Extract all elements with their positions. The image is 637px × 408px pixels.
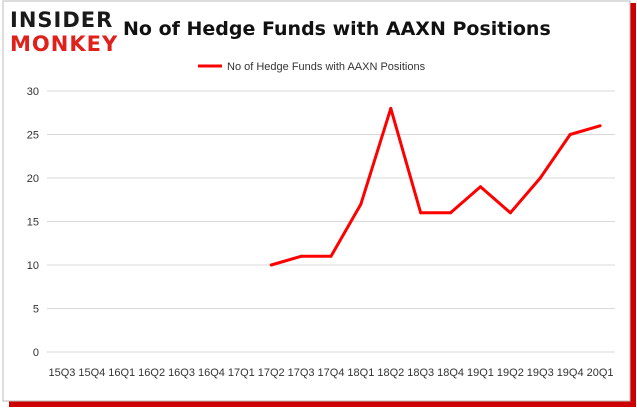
- x-tick-label: 18Q2: [377, 367, 404, 379]
- x-tick-label: 19Q4: [557, 367, 584, 379]
- x-tick-label: 19Q3: [527, 367, 554, 379]
- logo-line-1: INSIDER: [10, 8, 113, 32]
- data-point: [478, 185, 482, 189]
- x-tick-label: 17Q1: [228, 367, 255, 379]
- data-point: [568, 133, 572, 136]
- y-tick-label: 30: [27, 86, 39, 98]
- x-tick-label: 18Q1: [347, 367, 374, 379]
- logo-line-2: MONKEY: [10, 32, 118, 56]
- data-point: [508, 211, 512, 215]
- x-tick-label: 16Q1: [108, 367, 135, 379]
- legend: No of Hedge Funds with AAXN Positions: [198, 61, 426, 73]
- x-tick-label: 16Q2: [138, 367, 165, 379]
- grid: [47, 90, 615, 353]
- y-tick-label: 5: [33, 304, 39, 316]
- series-line: [270, 106, 601, 267]
- x-tick-label: 16Q4: [198, 367, 225, 379]
- data-point: [389, 106, 393, 110]
- legend-label: No of Hedge Funds with AAXN Positions: [227, 61, 426, 73]
- x-tick-label: 16Q3: [168, 367, 195, 379]
- y-tick-label: 10: [27, 260, 39, 272]
- y-axis: 0 5 10 15 20 25 30: [27, 86, 39, 359]
- data-point: [299, 254, 303, 258]
- data-point: [329, 254, 333, 258]
- x-tick-label: 18Q4: [437, 367, 464, 379]
- data-point: [269, 263, 273, 267]
- y-tick-label: 15: [27, 217, 39, 229]
- x-tick-label: 19Q1: [467, 367, 494, 379]
- x-tick-label: 19Q2: [497, 367, 524, 379]
- y-tick-label: 0: [33, 347, 39, 359]
- x-tick-label: 17Q4: [318, 367, 345, 379]
- data-point: [538, 176, 542, 180]
- data-point: [449, 211, 453, 215]
- y-tick-label: 25: [27, 130, 39, 142]
- x-tick-label: 17Q3: [288, 367, 315, 379]
- x-tick-label: 15Q3: [48, 367, 75, 379]
- x-tick-label: 20Q1: [587, 367, 614, 379]
- y-tick-label: 20: [27, 173, 39, 185]
- chart-title: No of Hedge Funds with AAXN Positions: [123, 18, 551, 40]
- x-tick-label: 18Q3: [407, 367, 434, 379]
- data-point: [419, 211, 423, 215]
- x-tick-label: 15Q4: [78, 367, 105, 379]
- x-tick-label: 17Q2: [258, 367, 285, 379]
- insider-monkey-logo: INSIDER MONKEY: [10, 8, 118, 56]
- data-point: [598, 124, 602, 128]
- series: [269, 106, 602, 267]
- frame-border: [2, 0, 631, 402]
- data-point: [359, 202, 363, 206]
- x-axis: 15Q3 15Q4 16Q1 16Q2 16Q3 16Q4 17Q1 17Q2 17Q3 17Q4…: [48, 367, 613, 379]
